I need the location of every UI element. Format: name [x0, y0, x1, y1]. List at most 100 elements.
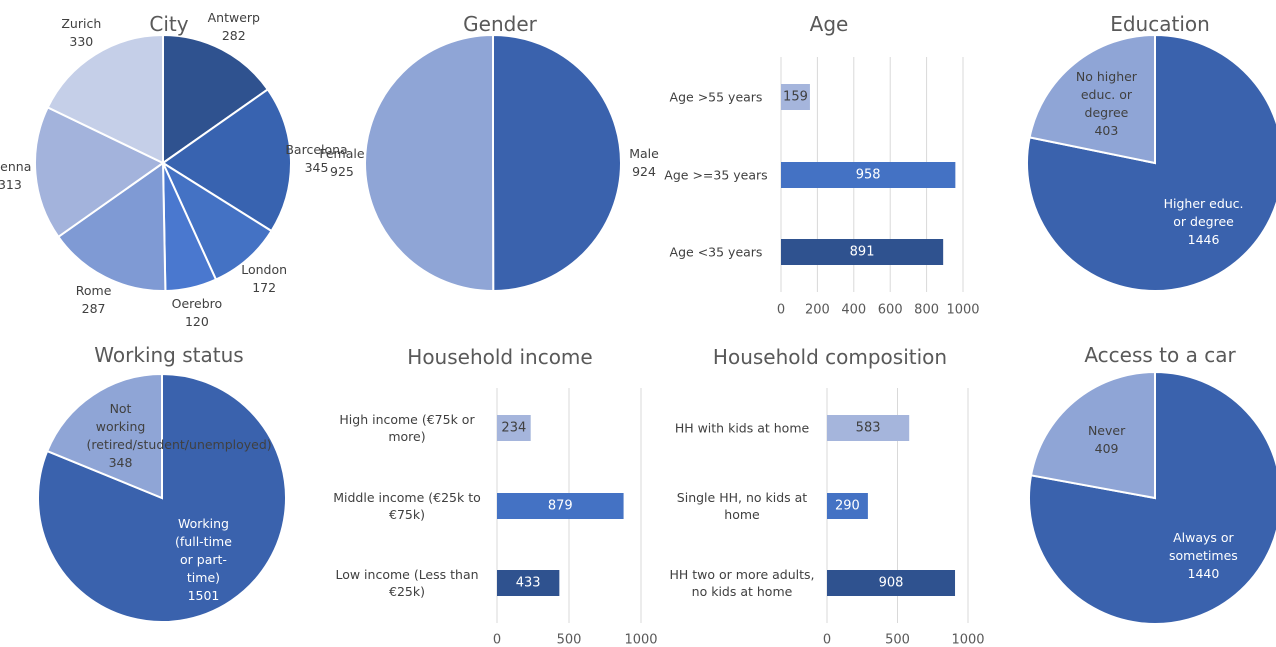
x-tick-label: 1000 [946, 303, 979, 318]
x-tick-label: 500 [557, 633, 582, 647]
slice-label: Working (full-time or part-time) 1501 [169, 515, 237, 605]
slice-label: Male 924 [614, 145, 674, 181]
slice-name: Rome [75, 283, 112, 299]
chart-title: Access to a car [1084, 343, 1236, 367]
slice-value: 330 [69, 33, 94, 49]
bar-value-label: 290 [835, 499, 860, 514]
slice-label: Not working (retired/student/unemployed)… [87, 400, 272, 472]
category-label: HH with kids at home [674, 420, 810, 436]
bar-value-label: 234 [501, 421, 526, 436]
bar [781, 162, 956, 188]
x-tick-label: 1000 [624, 633, 657, 647]
x-tick-label: 600 [878, 303, 903, 318]
bar-value-label: 433 [516, 576, 541, 591]
slice-label: Female 925 [312, 145, 372, 181]
slice-label: Vienna 313 [0, 158, 45, 194]
pie-slice [1029, 370, 1156, 500]
slice-label: Oerebro 120 [162, 295, 232, 331]
slice-value: 409 [1094, 440, 1119, 456]
slice-name: Vienna [0, 158, 32, 174]
slice-value: 120 [184, 313, 209, 329]
bar-value-label: 583 [856, 421, 881, 436]
slice-name: Zurich [61, 15, 102, 31]
bar [827, 570, 956, 596]
category-label: Age >55 years [669, 89, 763, 105]
chart-title: Working status [94, 343, 244, 367]
category-label: Age <35 years [669, 244, 763, 260]
slice-value: 287 [81, 301, 106, 317]
pie-slice [57, 161, 167, 292]
slice-name: Oerebro [171, 295, 223, 311]
x-tick-label: 500 [885, 633, 910, 647]
slice-value: 925 [330, 164, 354, 180]
slice-name: Male [629, 145, 659, 161]
slice-label: Barcelona 345 [282, 141, 352, 177]
bar [497, 570, 560, 596]
slice-label: London 172 [229, 261, 299, 297]
slice-value: 282 [221, 27, 246, 43]
chart-title: Education [1110, 12, 1210, 36]
bar-value-label: 908 [879, 576, 904, 591]
slice-name: Never [1087, 422, 1126, 438]
x-tick-label: 800 [914, 303, 939, 318]
x-tick-label: 0 [493, 633, 501, 647]
slice-name: Working (full-time or part-time) [175, 515, 232, 585]
slice-value: 924 [632, 163, 656, 179]
category-label: Age >=35 years [664, 167, 768, 183]
slice-name: Higher educ. or degree [1163, 196, 1244, 230]
bar-value-label: 958 [856, 168, 881, 183]
pie-slice [1028, 33, 1156, 165]
bar [497, 493, 624, 519]
slice-value: 403 [1094, 122, 1119, 138]
x-tick-label: 400 [841, 303, 866, 318]
chart-title: Household income [407, 345, 593, 369]
slice-name: Not working (retired/student/unemployed) [87, 401, 272, 452]
bar-value-label: 159 [783, 90, 808, 105]
slice-name: Antwerp [207, 9, 260, 25]
slice-label: Higher educ. or degree 1446 [1159, 195, 1249, 249]
bar-value-label: 891 [850, 245, 875, 260]
slice-value: 1440 [1187, 566, 1220, 582]
chart-title: City [149, 12, 189, 36]
slice-value: 172 [252, 279, 277, 295]
slice-name: London [241, 261, 288, 277]
slice-label: Rome 287 [59, 282, 129, 318]
x-tick-label: 0 [823, 633, 831, 647]
pie-slice [162, 33, 270, 165]
slice-value: 313 [0, 176, 22, 192]
chart-title: Age [809, 12, 849, 36]
chart-title: Gender [463, 12, 537, 36]
bar-value-label: 879 [548, 499, 573, 514]
bar [781, 239, 944, 265]
category-label: High income (€75k or more) [339, 412, 475, 444]
slice-label: Always or sometimes 1440 [1168, 529, 1238, 583]
bar [827, 415, 910, 441]
slice-value: 345 [304, 159, 329, 175]
pie-slice [46, 33, 164, 165]
pie-slice [34, 106, 165, 239]
slice-label: No higher educ. or degree 403 [1061, 68, 1151, 140]
pie-slice [492, 33, 623, 293]
slice-label: Antwerp 282 [199, 9, 269, 45]
chart-title: Household composition [712, 345, 948, 369]
bar [827, 493, 868, 519]
slice-name: Female [319, 146, 365, 162]
slice-value: 1501 [187, 587, 220, 603]
slice-name: No higher educ. or degree [1075, 68, 1137, 120]
pie-slice [364, 33, 495, 293]
x-tick-label: 1000 [951, 633, 984, 647]
x-tick-label: 0 [777, 303, 785, 318]
slice-value: 348 [108, 455, 133, 471]
slice-label: Zurich 330 [46, 15, 116, 51]
category-label: Middle income (€25k to €75k) [333, 490, 481, 522]
bar [781, 84, 810, 110]
slice-value: 1446 [1187, 232, 1220, 248]
category-label: HH two or more adults, no kids at home [669, 567, 815, 599]
pie-slice [161, 88, 292, 233]
slice-name: Barcelona [285, 141, 348, 157]
bar [497, 415, 531, 441]
slice-name: Always or sometimes [1169, 530, 1238, 564]
category-label: Single HH, no kids at home [676, 490, 808, 522]
